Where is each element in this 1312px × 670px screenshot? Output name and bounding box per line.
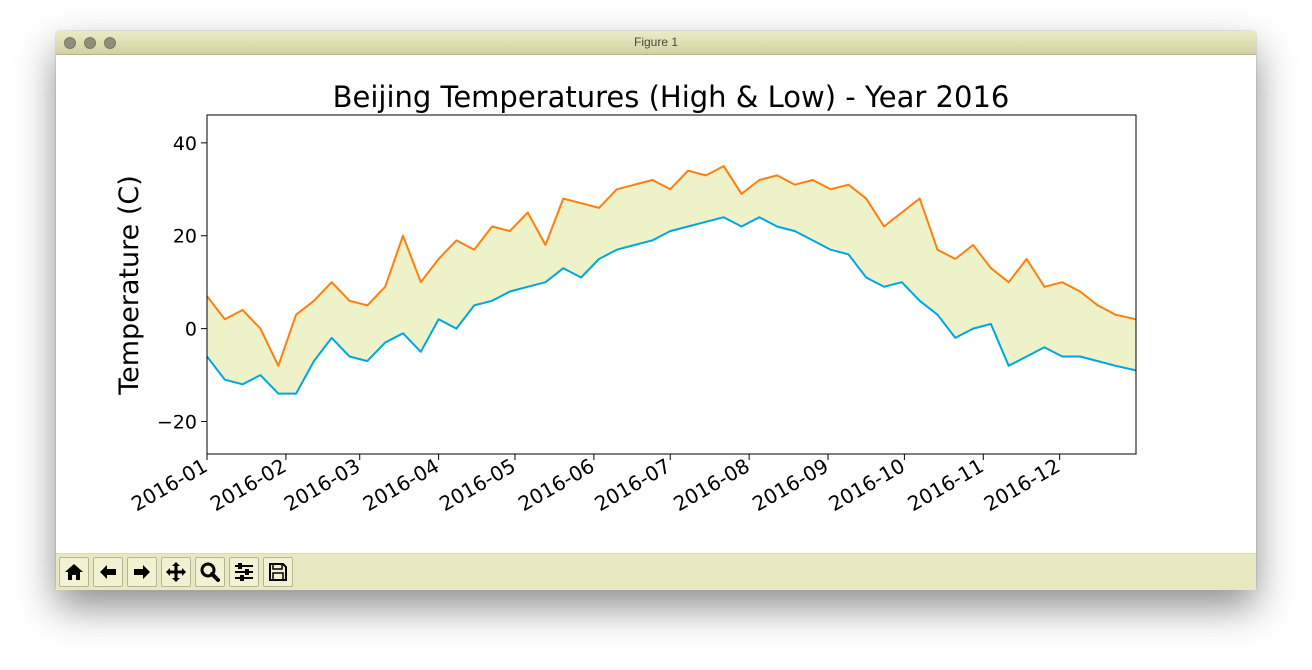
y-axis-label: Temperature (C) (114, 175, 145, 396)
chart-svg: Beijing Temperatures (High & Low) - Year… (114, 80, 1137, 517)
y-tick-label: 40 (173, 133, 197, 155)
x-tick-label: 2016-12 (980, 454, 1064, 517)
title-bar: Figure 1 (56, 31, 1256, 55)
x-tick-label: 2016-09 (748, 454, 832, 517)
x-tick-label: 2016-05 (435, 454, 519, 517)
minimize-window-icon[interactable] (84, 37, 96, 49)
window-title: Figure 1 (633, 35, 679, 49)
x-tick-label: 2016-04 (359, 454, 443, 517)
save-button[interactable] (263, 557, 293, 587)
move-icon (166, 562, 186, 582)
plot-area: −20020402016-012016-022016-032016-042016… (127, 133, 1137, 517)
zoom-button[interactable] (195, 557, 225, 587)
magnifier-icon (200, 562, 220, 582)
arrow-left-icon (100, 565, 116, 579)
floppy-disk-icon (269, 563, 287, 581)
y-tick-label: −20 (157, 411, 197, 433)
figure-window: Figure 1 Beijing Temperatures (High & Lo… (56, 31, 1256, 590)
back-button[interactable] (93, 557, 123, 587)
y-tick-label: 0 (185, 319, 197, 341)
low-temperature-line (206, 216, 1137, 395)
x-tick-label: 2016-11 (903, 454, 987, 517)
x-tick-label: 2016-08 (669, 454, 753, 517)
chart-title: Beijing Temperatures (High & Low) - Year… (333, 80, 1010, 114)
configure-subplots-button[interactable] (229, 557, 259, 587)
y-tick-label: 20 (173, 226, 197, 248)
forward-button[interactable] (127, 557, 157, 587)
sliders-icon (235, 563, 253, 581)
x-tick-label: 2016-06 (514, 454, 598, 517)
x-tick-label: 2016-07 (590, 454, 674, 517)
pan-button[interactable] (161, 557, 191, 587)
zoom-window-icon[interactable] (104, 37, 116, 49)
high-temperature-line (206, 165, 1137, 367)
x-tick-label: 2016-03 (280, 454, 364, 517)
x-tick-label: 2016-02 (206, 454, 290, 517)
home-icon (65, 564, 83, 580)
x-tick-label: 2016-10 (825, 454, 909, 517)
axes-frame (206, 114, 1137, 455)
close-window-icon[interactable] (64, 37, 76, 49)
fill-between-area (207, 166, 1136, 394)
arrow-right-icon (134, 565, 150, 579)
navigation-toolbar (56, 553, 1256, 590)
figure-canvas: Beijing Temperatures (High & Low) - Year… (56, 55, 1256, 553)
home-button[interactable] (59, 557, 89, 587)
x-tick-label: 2016-01 (127, 454, 211, 517)
